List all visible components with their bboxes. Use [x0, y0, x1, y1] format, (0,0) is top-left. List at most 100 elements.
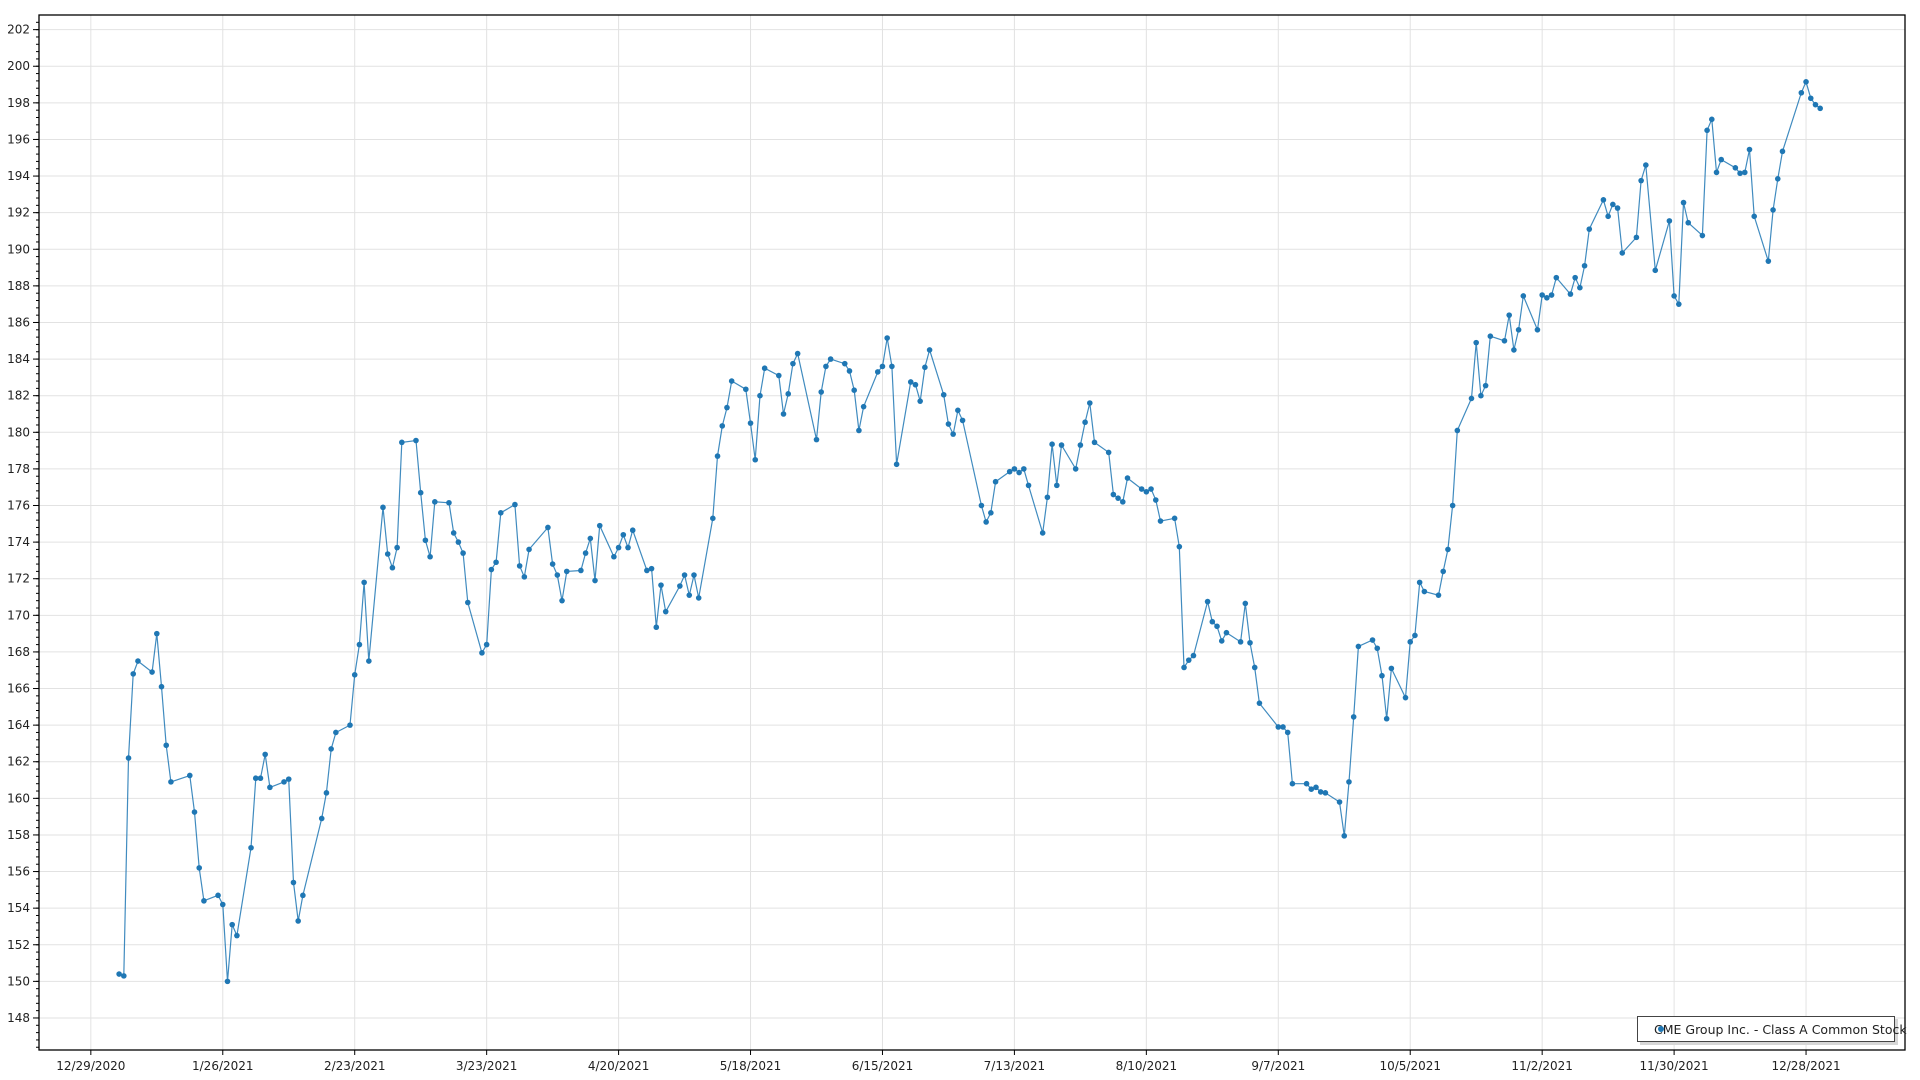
data-point	[135, 658, 141, 664]
data-point	[1704, 127, 1710, 134]
data-point	[648, 565, 655, 572]
data-point	[1680, 199, 1687, 206]
data-point	[856, 427, 862, 434]
y-tick-label: 180	[7, 425, 30, 439]
data-point	[1567, 291, 1574, 297]
data-point	[893, 461, 900, 468]
data-point	[1511, 347, 1517, 353]
data-point	[1605, 213, 1611, 220]
data-point	[497, 510, 504, 516]
data-point	[1421, 588, 1428, 595]
y-tick-label: 154	[7, 901, 30, 915]
data-point	[1124, 475, 1131, 481]
x-axis: 12/29/2020 1/26/2021 2/23/2021 3/23/2021 4/2…	[56, 1050, 1841, 1073]
data-point	[1751, 213, 1758, 220]
data-point	[794, 350, 801, 357]
data-point	[295, 918, 301, 924]
data-point	[483, 641, 490, 648]
data-point	[559, 597, 565, 604]
data-point	[1185, 657, 1192, 663]
data-point	[427, 553, 433, 560]
x-tick-label: 5/18/2021	[720, 1059, 782, 1073]
data-point	[1468, 395, 1475, 402]
y-tick-label: 192	[7, 206, 30, 220]
data-point	[389, 564, 396, 571]
data-point	[1077, 442, 1084, 448]
data-point	[1218, 638, 1225, 644]
data-point	[1369, 637, 1376, 643]
data-point	[1317, 789, 1324, 795]
data-point	[1115, 495, 1121, 501]
data-point	[714, 453, 721, 459]
data-point	[813, 436, 820, 443]
data-point	[1633, 234, 1640, 241]
data-point	[1685, 219, 1692, 226]
y-tick-label: 158	[7, 828, 30, 842]
data-point	[219, 901, 226, 908]
y-tick-label: 164	[7, 718, 30, 732]
data-point	[1105, 449, 1112, 456]
y-tick-label: 166	[7, 682, 30, 696]
data-point	[1610, 201, 1616, 208]
data-point	[695, 595, 702, 601]
data-point	[907, 379, 914, 385]
series-cme-group	[116, 79, 1823, 985]
data-point	[615, 544, 622, 551]
data-point	[1741, 169, 1748, 176]
data-point	[1614, 205, 1621, 211]
data-point	[234, 932, 240, 939]
data-point	[493, 559, 499, 566]
data-point	[1699, 232, 1706, 239]
x-tick-label: 2/23/2021	[324, 1059, 386, 1073]
y-tick-label: 196	[7, 132, 30, 146]
y-tick-label: 162	[7, 755, 30, 769]
y-tick-label: 152	[7, 938, 30, 952]
data-point	[587, 535, 594, 542]
data-point	[790, 360, 796, 367]
x-tick-label: 12/29/2020	[56, 1059, 125, 1073]
data-point	[399, 439, 405, 446]
data-point	[992, 478, 999, 485]
data-point	[1581, 262, 1588, 269]
y-tick-label: 184	[7, 352, 30, 366]
y-tick-label: 150	[7, 974, 30, 988]
x-tick-label: 4/20/2021	[588, 1059, 650, 1073]
data-point	[677, 583, 683, 589]
data-point	[945, 421, 952, 427]
data-point	[413, 437, 419, 444]
data-point	[1214, 623, 1220, 630]
x-tick-label: 8/10/2021	[1116, 1059, 1178, 1073]
data-point	[1572, 274, 1578, 281]
data-point	[1374, 645, 1381, 652]
data-point	[841, 360, 848, 367]
data-point	[384, 551, 391, 557]
data-point	[747, 420, 754, 426]
data-point	[1308, 786, 1315, 792]
data-point	[1049, 441, 1055, 447]
data-point	[978, 502, 985, 509]
data-point	[262, 751, 268, 758]
data-point	[224, 978, 231, 985]
data-point	[1289, 780, 1296, 787]
data-point	[1619, 250, 1626, 256]
data-point	[116, 971, 122, 977]
data-point	[1256, 700, 1263, 706]
data-point	[776, 372, 782, 379]
data-point	[290, 879, 297, 886]
data-point	[1709, 116, 1715, 123]
data-point	[1242, 600, 1249, 607]
data-point	[1643, 162, 1649, 168]
data-point	[1732, 165, 1739, 171]
x-tick-label: 7/13/2021	[984, 1059, 1046, 1073]
data-point	[1577, 284, 1583, 291]
data-point	[818, 389, 825, 395]
data-point	[917, 398, 923, 404]
data-point	[267, 784, 273, 791]
y-tick-label: 198	[7, 96, 30, 110]
data-point	[922, 364, 928, 371]
y-tick-label: 174	[7, 535, 30, 549]
data-point	[191, 809, 198, 815]
data-point	[1534, 327, 1541, 333]
data-point	[154, 630, 160, 637]
data-point	[563, 568, 570, 575]
